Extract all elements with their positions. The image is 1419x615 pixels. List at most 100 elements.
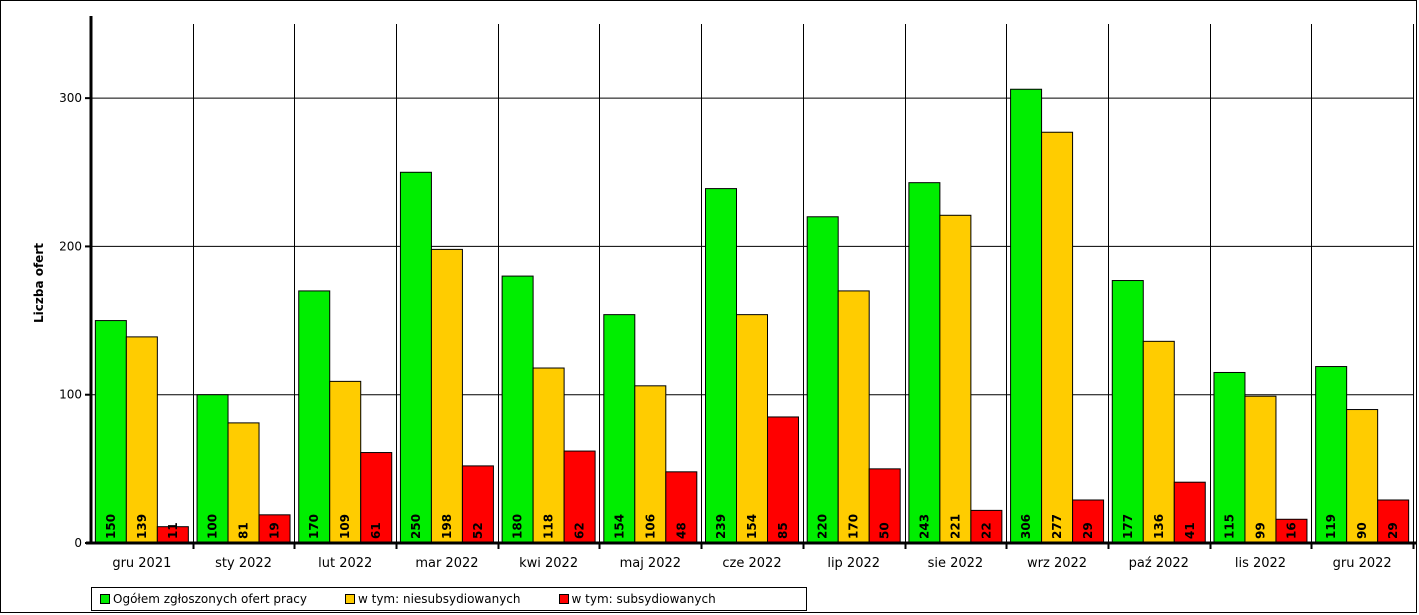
legend-item-unsubsidized: w tym: niesubsydiowanych <box>345 592 521 606</box>
y-tick-label: 100 <box>59 388 82 402</box>
y-tick-label: 200 <box>59 239 82 253</box>
legend-swatch-unsubsidized <box>345 594 355 604</box>
bar <box>705 188 737 544</box>
bar <box>736 314 768 544</box>
bar <box>837 290 870 544</box>
data-label: 198 <box>440 514 454 539</box>
data-label: 61 <box>369 522 383 539</box>
bar <box>258 514 291 544</box>
y-tick-label: 0 <box>74 536 82 550</box>
bar <box>603 314 636 544</box>
bar <box>501 275 534 544</box>
bar <box>1244 395 1277 544</box>
x-tick-label: gru 2021 <box>112 556 171 571</box>
bar <box>1377 499 1410 544</box>
x-tick-label: lut 2022 <box>318 556 372 571</box>
x-tick-label: mar 2022 <box>415 556 478 571</box>
bar <box>1072 499 1105 544</box>
x-tick-label: wrz 2022 <box>1027 556 1087 571</box>
data-label: 52 <box>471 522 485 539</box>
data-label: 170 <box>847 514 861 539</box>
data-label: 180 <box>511 514 525 539</box>
bar <box>1315 366 1348 544</box>
bar <box>1010 88 1043 544</box>
legend-label-subsidized: w tym: subsydiowanych <box>571 592 716 606</box>
data-label: 239 <box>714 514 728 539</box>
x-tick-label: kwi 2022 <box>519 556 578 571</box>
data-label: 11 <box>166 522 180 539</box>
data-label: 48 <box>674 522 688 539</box>
data-label: 50 <box>878 522 892 539</box>
data-label: 109 <box>338 514 352 539</box>
data-label: 41 <box>1183 522 1197 539</box>
data-label: 85 <box>776 522 790 539</box>
bar <box>767 416 799 544</box>
data-label: 99 <box>1253 522 1267 539</box>
x-tick-label: cze 2022 <box>722 556 781 571</box>
bar <box>461 465 494 544</box>
data-label: 150 <box>104 514 118 539</box>
x-tick-label: maj 2022 <box>620 556 681 571</box>
chart-legend: Ogółem zgłoszonych ofert pracy w tym: ni… <box>91 587 807 611</box>
bar <box>908 182 941 544</box>
bar <box>430 248 463 544</box>
data-label: 277 <box>1050 514 1064 539</box>
data-label: 221 <box>948 514 962 539</box>
data-label: 136 <box>1152 514 1166 539</box>
data-label: 100 <box>206 514 220 539</box>
legend-label-total: Ogółem zgłoszonych ofert pracy <box>113 592 307 606</box>
bar <box>665 471 698 544</box>
data-label: 177 <box>1121 514 1135 539</box>
data-label: 90 <box>1355 522 1369 539</box>
data-label: 119 <box>1324 514 1338 539</box>
bar <box>806 216 839 544</box>
data-label: 306 <box>1019 514 1033 539</box>
data-label: 154 <box>745 514 759 539</box>
data-label: 106 <box>643 514 657 539</box>
data-label: 243 <box>917 514 931 539</box>
y-tick-label: 300 <box>59 91 82 105</box>
bar <box>1173 481 1206 544</box>
bar <box>360 452 393 544</box>
bar <box>399 171 432 544</box>
legend-item-total: Ogółem zgłoszonych ofert pracy <box>100 592 307 606</box>
data-label: 22 <box>979 522 993 539</box>
data-label: 81 <box>237 522 251 539</box>
bar <box>634 385 667 544</box>
bar <box>563 450 596 544</box>
data-label: 115 <box>1222 514 1236 539</box>
x-tick-label: lis 2022 <box>1235 556 1286 571</box>
bar <box>1041 131 1074 544</box>
x-tick-label: sty 2022 <box>215 556 272 571</box>
data-label: 29 <box>1386 522 1400 539</box>
bar <box>329 380 362 544</box>
x-tick-label: paź 2022 <box>1129 556 1189 571</box>
legend-label-unsubsidized: w tym: niesubsydiowanych <box>358 592 521 606</box>
data-label: 118 <box>542 514 556 539</box>
y-axis-label: Liczba ofert <box>32 243 46 323</box>
data-label: 29 <box>1081 522 1095 539</box>
legend-item-subsidized: w tym: subsydiowanych <box>558 592 716 606</box>
data-label: 19 <box>268 522 282 539</box>
data-label: 250 <box>409 514 423 539</box>
data-label: 154 <box>612 514 626 539</box>
data-label: 170 <box>307 514 321 539</box>
x-tick-label: gru 2022 <box>1333 556 1392 571</box>
bar <box>298 290 331 544</box>
data-label: 220 <box>816 514 830 539</box>
legend-swatch-total <box>100 594 110 604</box>
bar <box>1142 340 1175 544</box>
bar <box>125 336 158 544</box>
data-label: 139 <box>135 514 149 539</box>
bar <box>1111 280 1144 544</box>
x-tick-label: lip 2022 <box>827 556 880 571</box>
bar <box>970 509 1003 544</box>
data-label: 16 <box>1284 522 1298 539</box>
bar <box>939 214 972 544</box>
x-tick-label: sie 2022 <box>928 556 984 571</box>
legend-swatch-subsidized <box>558 594 569 604</box>
bar <box>868 468 901 544</box>
bar <box>94 320 127 544</box>
